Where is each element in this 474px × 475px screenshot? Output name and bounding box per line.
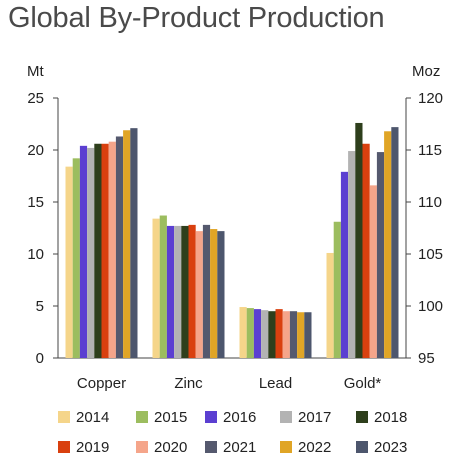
bar-copper-2022 [123,130,131,358]
right-tick-label: 110 [418,194,442,211]
bar-gold-2019 [362,143,370,358]
bar-lead-2022 [297,312,305,358]
category-label: Lead [259,375,292,392]
bar-zinc-2020 [195,231,203,358]
legend-label: 2014 [76,409,109,426]
bar-zinc-2017 [174,225,182,358]
chart-title: Global By-Product Production [8,2,385,34]
legend-label: 2019 [76,439,109,456]
legend-label: 2021 [223,439,256,456]
legend-swatch-2017 [280,411,292,423]
bar-zinc-2016 [166,225,175,358]
left-tick-label: 0 [36,350,44,367]
right-tick-label: 105 [418,246,443,263]
left-tick-label: 15 [27,194,44,211]
right-tick-label: 100 [418,298,443,315]
bar-zinc-2021 [202,224,211,358]
bar-copper-2019 [101,143,109,358]
legend-label: 2022 [298,439,331,456]
bar-lead-2017 [261,310,269,358]
category-label: Copper [77,375,126,392]
legend-label: 2023 [374,439,407,456]
bar-gold-2015 [333,221,341,358]
bar-zinc-2022 [210,229,218,358]
bar-zinc-2014 [152,218,160,358]
right-tick-label: 115 [418,142,442,159]
bar-gold-2014 [326,252,334,358]
bar-copper-2016 [79,145,88,358]
bar-copper-2017 [87,147,95,358]
legend-swatch-2021 [205,441,217,453]
bar-gold-2023 [391,127,399,359]
bar-zinc-2023 [217,231,225,358]
right-tick-label: 120 [418,90,443,107]
legend-swatch-2019 [58,441,70,453]
legend-swatch-2020 [136,441,148,453]
left-axis-unit: Mt [27,63,44,80]
bar-gold-2020 [369,185,377,358]
bar-gold-2018 [355,122,363,359]
bar-lead-2021 [289,311,298,358]
left-tick-label: 10 [27,246,44,263]
legend-label: 2020 [154,439,187,456]
bar-lead-2020 [282,311,290,358]
legend-label: 2016 [223,409,256,426]
left-tick-label: 25 [27,90,44,107]
bar-lead-2016 [253,309,262,358]
left-tick-label: 5 [36,298,44,315]
bar-lead-2014 [239,307,247,358]
bar-lead-2019 [275,309,283,358]
bar-copper-2023 [130,128,138,358]
legend-swatch-2022 [280,441,292,453]
legend-label: 2015 [154,409,187,426]
bar-zinc-2019 [188,224,196,358]
legend-label: 2017 [298,409,331,426]
bar-copper-2020 [108,141,116,358]
right-axis-unit: Moz [412,63,440,80]
legend-swatch-2023 [356,441,368,453]
bar-gold-2016 [340,171,349,358]
bar-gold-2021 [376,152,385,358]
right-tick-label: 95 [418,350,435,367]
bar-zinc-2015 [159,215,167,358]
category-label: Zinc [174,375,203,392]
category-label: Gold* [344,375,382,392]
bar-gold-2022 [384,131,392,358]
bar-lead-2015 [246,308,254,358]
bar-copper-2018 [94,143,102,358]
left-tick-label: 20 [27,142,44,159]
bar-copper-2014 [65,166,73,358]
bar-lead-2018 [268,311,276,358]
bar-zinc-2018 [181,225,189,358]
bar-copper-2015 [72,158,80,358]
bar-gold-2017 [348,151,356,358]
bar-copper-2021 [115,136,124,358]
legend-swatch-2016 [205,411,217,423]
legend-label: 2018 [374,409,407,426]
legend-swatch-2015 [136,411,148,423]
legend-swatch-2014 [58,411,70,423]
bar-lead-2023 [304,312,312,358]
legend-swatch-2018 [356,411,368,423]
